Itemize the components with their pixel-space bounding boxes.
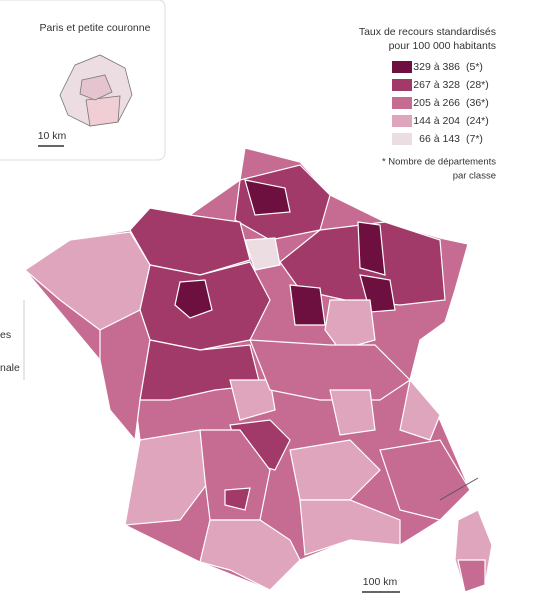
inset-frame [0, 0, 166, 161]
legend-swatch [392, 97, 412, 109]
legend-range: 66 à 143 [419, 133, 460, 145]
paris-inset [59, 54, 133, 127]
legend-swatch [392, 61, 412, 73]
legend-count: (24*) [466, 115, 489, 127]
legend-swatch [392, 133, 412, 145]
legend-count: (7*) [466, 133, 483, 145]
left-fragment: nale [0, 362, 20, 374]
inset-title: Paris et petite couronne [40, 22, 151, 34]
legend-swatch [392, 115, 412, 127]
legend-title: pour 100 000 habitants [389, 40, 496, 52]
inset-scale-label: 10 km [38, 130, 67, 142]
legend-swatch [392, 79, 412, 91]
legend-range: 144 à 204 [413, 115, 460, 127]
legend-note: * Nombre de départements [382, 157, 496, 168]
legend-note: par classe [453, 171, 496, 182]
legend-range: 267 à 328 [413, 79, 460, 91]
left-fragment: es [0, 329, 11, 341]
legend-title: Taux de recours standardisés [359, 26, 496, 38]
france-map [24, 147, 493, 593]
legend-count: (5*) [466, 61, 483, 73]
legend-count: (36*) [466, 97, 489, 109]
legend-count: (28*) [466, 79, 489, 91]
legend: Taux de recours standardisés pour 100 000… [359, 26, 496, 182]
legend-range: 329 à 386 [413, 61, 460, 73]
map-scale-label: 100 km [363, 576, 398, 588]
legend-range: 205 à 266 [413, 97, 460, 109]
